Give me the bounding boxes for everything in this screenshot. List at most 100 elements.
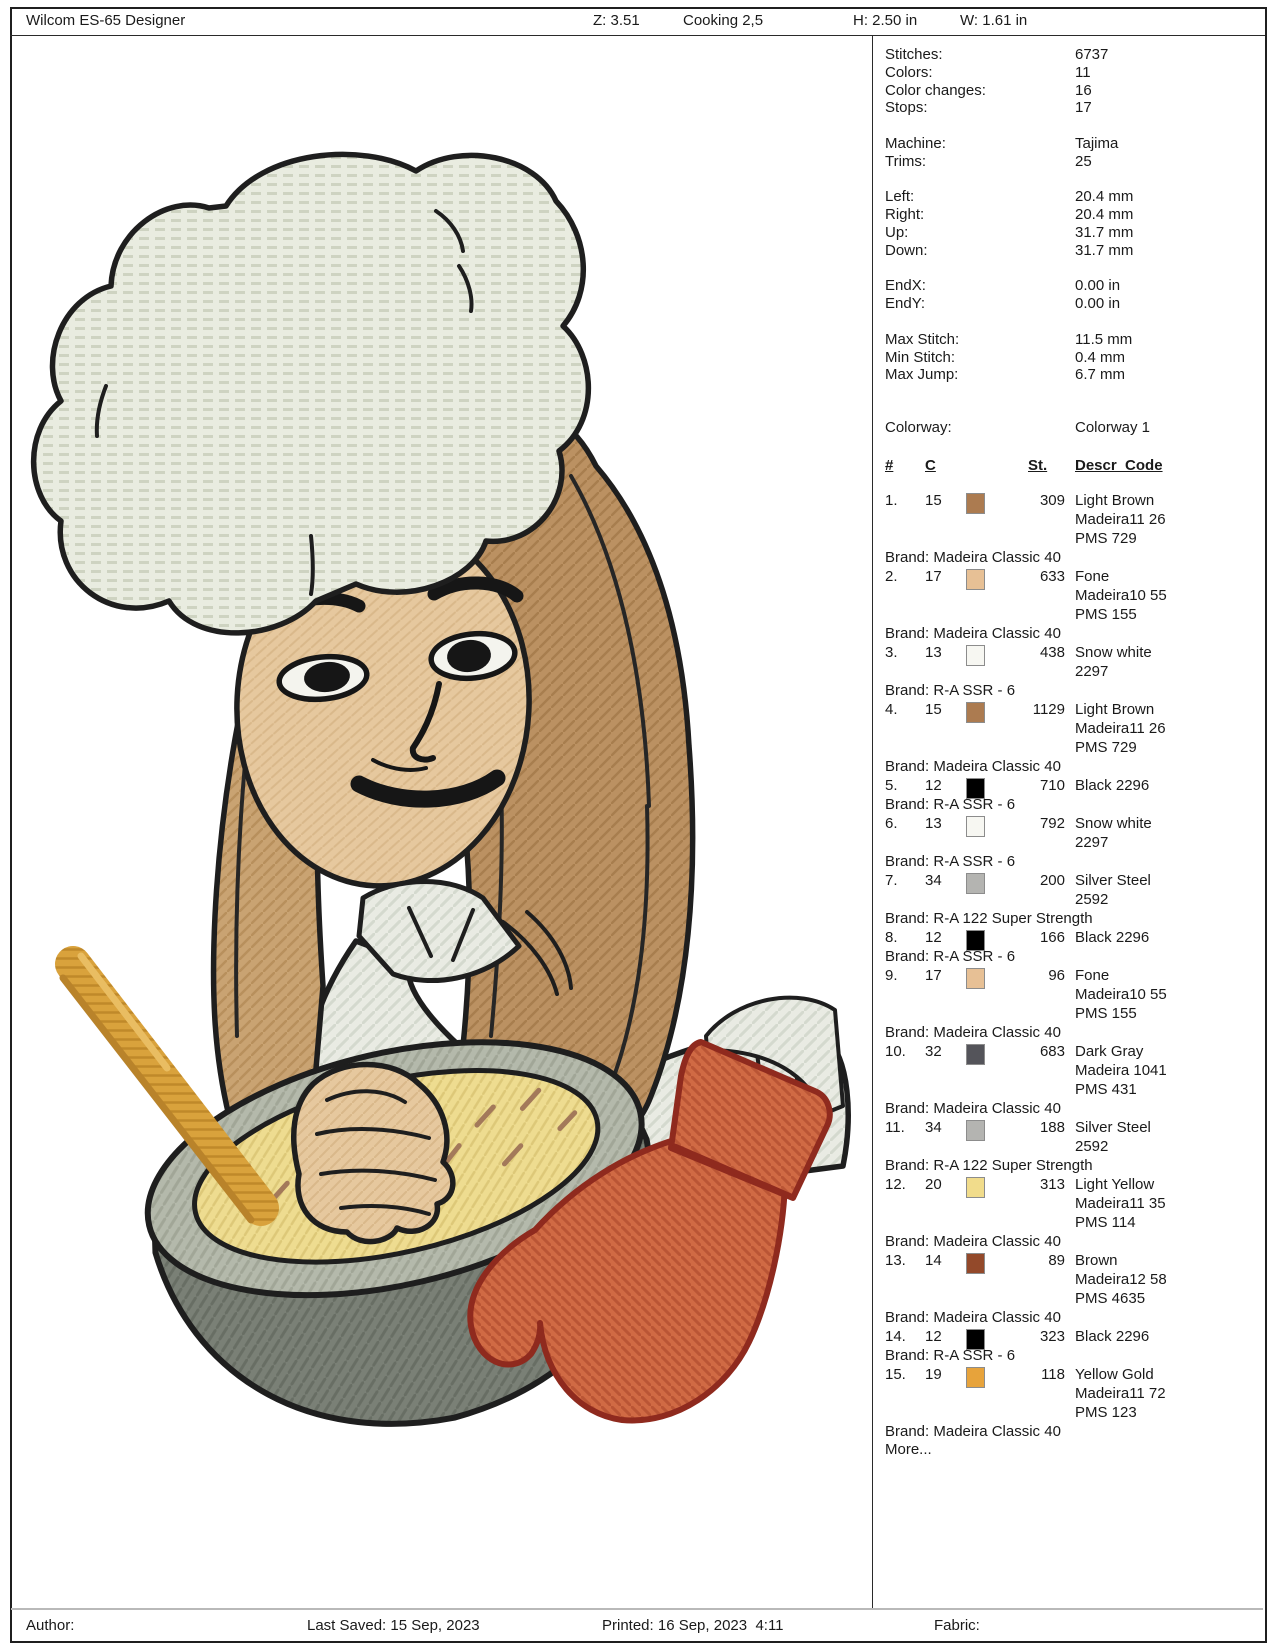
hand	[291, 1061, 456, 1245]
design-name: Cooking 2,5	[683, 12, 764, 29]
thread-stitch-count: 166	[1039, 928, 1065, 946]
colorway-value: Colorway 1	[1075, 419, 1151, 437]
mitt-body	[467, 1115, 788, 1424]
thread-swatch	[966, 1176, 985, 1198]
col-descr: Descr_Code	[1075, 456, 1163, 474]
thread-brand: Brand: Madeira Classic 40	[885, 757, 1061, 775]
stat-value: 31.7 mm	[1075, 241, 1134, 259]
thread-number: 5.	[885, 776, 898, 794]
thread-number: 2.	[885, 567, 898, 585]
thread-description: Black 2296	[1075, 928, 1150, 946]
thread-stitch-count: 683	[1039, 1042, 1065, 1060]
stats-list: Stitches: 6737 Colors: 11 Color changes: 16 St…	[885, 46, 1257, 384]
thread-description: Silver Steel 2592	[1075, 1118, 1151, 1155]
thread-description: Light Brown Madeira11 26 PMS 729	[1075, 491, 1166, 547]
thread-color-number: 12	[925, 928, 942, 946]
stat-label: Down:	[885, 241, 928, 259]
stat-value: 0.00 in	[1075, 277, 1121, 295]
thread-description: Dark Gray Madeira 1041 PMS 431	[1075, 1042, 1167, 1098]
thread-number: 6.	[885, 814, 898, 832]
thread-row: 10. 32 683 Dark Gray Madeira 1041 PMS 431	[885, 1042, 1257, 1099]
stat-row: Colors: 11	[885, 64, 1257, 82]
thread-swatch	[966, 1119, 985, 1141]
col-st: St.	[1028, 456, 1048, 474]
thread-number: 4.	[885, 700, 898, 718]
nose	[409, 681, 442, 763]
thread-row: 11. 34 188 Silver Steel 2592	[885, 1118, 1257, 1156]
thread-swatch	[966, 929, 985, 951]
thread-color-number: 15	[925, 700, 942, 718]
stat-value: 16	[1075, 81, 1092, 99]
thread-row: 14. 12 323 Black 2296	[885, 1327, 1257, 1350]
app-title: Wilcom ES-65 Designer	[26, 12, 186, 29]
thread-number: 9.	[885, 966, 898, 984]
stat-label: Trims:	[885, 152, 927, 170]
thread-brand: Brand: Madeira Classic 40	[885, 624, 1061, 642]
design-height: H: 2.50 in	[853, 12, 918, 29]
stat-label: Color changes:	[885, 81, 986, 99]
thread-row: 13. 14 89 Brown Madeira12 58 PMS 4635	[885, 1251, 1257, 1308]
thread-description: Fone Madeira10 55 PMS 155	[1075, 966, 1167, 1022]
thread-stitch-count: 313	[1039, 1175, 1065, 1193]
eye-left	[276, 653, 370, 703]
stat-row: Color changes: 16	[885, 82, 1257, 100]
stat-row: Right: 20.4 mm	[885, 206, 1257, 224]
stat-row: Left: 20.4 mm	[885, 188, 1257, 206]
thread-brand: Brand: R-A SSR - 6	[885, 852, 1016, 870]
eye-right	[428, 630, 518, 682]
thread-description: Fone Madeira10 55 PMS 155	[1075, 567, 1167, 623]
thread-brand: Brand: Madeira Classic 40	[885, 548, 1061, 566]
fabric-label: Fabric:	[934, 1617, 980, 1634]
thread-row: 6. 13 792 Snow white 2297	[885, 814, 1257, 852]
thread-stitch-count: 188	[1039, 1118, 1065, 1136]
col-num: #	[885, 456, 894, 474]
thread-row: 8. 12 166 Black 2296	[885, 928, 1257, 951]
thread-brand: Brand: Madeira Classic 40	[885, 1308, 1061, 1326]
stat-label: Right:	[885, 206, 925, 224]
stat-value: 0.00 in	[1075, 295, 1121, 313]
stat-row: Stitches: 6737	[885, 46, 1257, 64]
stat-label: Machine:	[885, 134, 946, 152]
thread-stitch-count: 710	[1039, 776, 1065, 794]
thread-number: 12.	[885, 1175, 906, 1193]
thread-color-number: 19	[925, 1365, 942, 1383]
thread-color-number: 20	[925, 1175, 942, 1193]
thread-brand: Brand: Madeira Classic 40	[885, 1422, 1061, 1440]
last-saved-label: Last Saved: 15 Sep, 2023	[307, 1617, 480, 1634]
thread-color-number: 12	[925, 776, 942, 794]
thread-number: 15.	[885, 1365, 906, 1383]
stat-label: Colors:	[885, 63, 933, 81]
thread-color-number: 17	[925, 966, 942, 984]
thread-color-number: 13	[925, 643, 942, 661]
thread-stitch-count: 323	[1039, 1327, 1065, 1345]
stat-value: 25	[1075, 152, 1092, 170]
thread-stitch-count: 1129	[1032, 700, 1065, 718]
stat-row: Max Jump: 6.7 mm	[885, 366, 1257, 384]
thread-row: 15. 19 118 Yellow Gold Madeira11 72 PMS 123	[885, 1365, 1257, 1422]
more-label: More...	[885, 1440, 932, 1458]
thread-number: 13.	[885, 1251, 906, 1269]
stat-label: EndY:	[885, 295, 926, 313]
thread-stitch-count: 96	[1048, 966, 1065, 984]
thread-description: Black 2296	[1075, 776, 1150, 794]
thread-number: 1.	[885, 491, 898, 509]
design-width: W: 1.61 in	[960, 12, 1028, 29]
thread-number: 11.	[885, 1118, 905, 1136]
thread-list: 1. 15 309 Light Brown Madeira11 26 PMS 729 B…	[885, 491, 1257, 1441]
footer-divider	[11, 1608, 1263, 1610]
mouth	[350, 769, 506, 808]
thread-color-number: 15	[925, 491, 942, 509]
thread-brand: Brand: R-A 122 Super Strength	[885, 1156, 1093, 1174]
thread-swatch	[966, 777, 985, 799]
thread-stitch-count: 309	[1039, 491, 1065, 509]
thread-brand: Brand: R-A SSR - 6	[885, 681, 1016, 699]
thread-swatch	[966, 644, 985, 666]
thread-description: Snow white 2297	[1075, 643, 1152, 680]
thread-row: 4. 15 1129 Light Brown Madeira11 26 PMS 729	[885, 700, 1257, 757]
chef-hat	[30, 151, 591, 636]
stat-value: Tajima	[1075, 134, 1119, 152]
thread-swatch	[966, 701, 985, 723]
thread-description: Light Yellow Madeira11 35 PMS 114	[1075, 1175, 1166, 1231]
printed-label: Printed: 16 Sep, 2023 4:11	[602, 1617, 784, 1634]
stat-row: EndY: 0.00 in	[885, 295, 1257, 313]
